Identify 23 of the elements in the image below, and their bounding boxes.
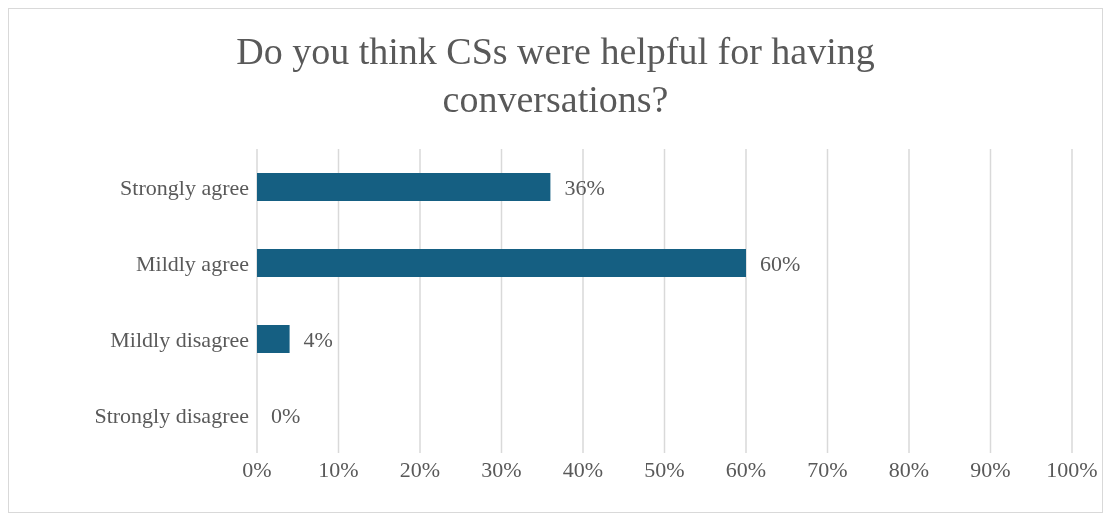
y-tick-label: Strongly disagree [94, 402, 249, 428]
x-tick-label: 0% [242, 456, 272, 482]
x-tick-label: 10% [318, 456, 359, 482]
data-label: 60% [760, 250, 801, 276]
x-tick-label: 50% [644, 456, 685, 482]
bar [257, 173, 551, 201]
bar [257, 325, 290, 353]
y-tick-label: Strongly agree [120, 174, 249, 200]
x-tick-label: 40% [562, 456, 604, 482]
data-label: 0% [271, 402, 301, 428]
x-tick-label: 80% [888, 456, 930, 482]
y-tick-label: Mildly agree [135, 250, 249, 276]
x-tick-label: 90% [970, 456, 1011, 482]
x-tick-label: 60% [725, 456, 767, 482]
data-label: 4% [303, 326, 333, 352]
y-tick-label: Mildly disagree [110, 326, 249, 352]
x-tick-label: 70% [807, 456, 848, 482]
data-label: 36% [564, 174, 605, 200]
x-tick-label: 30% [481, 456, 522, 482]
x-tick-label: 20% [399, 456, 441, 482]
x-tick-label: 100% [1046, 456, 1098, 482]
chart-title: Do you think CSs were helpful for having conversations? [235, 29, 876, 122]
bar [257, 249, 746, 277]
